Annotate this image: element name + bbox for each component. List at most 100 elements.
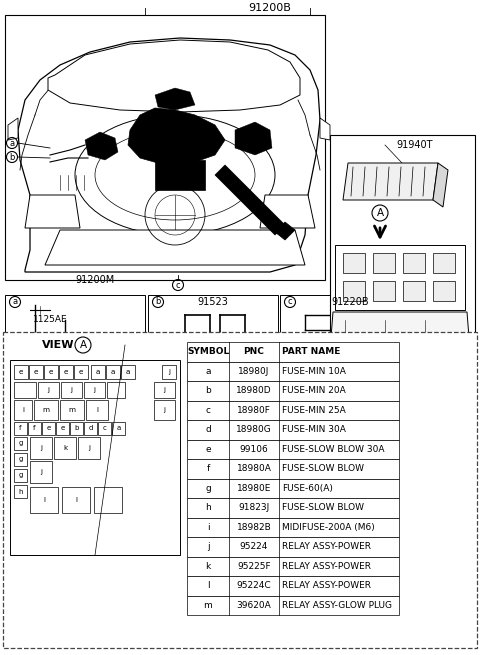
Bar: [155, 160, 205, 190]
Bar: [433, 253, 455, 273]
Text: RELAY ASSY-GLOW PLUG: RELAY ASSY-GLOW PLUG: [282, 601, 392, 610]
Bar: [106, 365, 120, 379]
Text: i: i: [207, 523, 209, 532]
Bar: [5, 295, 145, 350]
Bar: [187, 400, 399, 420]
Text: c: c: [288, 297, 292, 307]
Bar: [112, 422, 125, 435]
Bar: [154, 382, 175, 398]
Bar: [44, 365, 58, 379]
Text: 39620A: 39620A: [237, 601, 271, 610]
Text: e: e: [49, 369, 53, 375]
Text: b: b: [9, 153, 15, 162]
Bar: [187, 517, 399, 537]
Bar: [84, 382, 105, 398]
Text: c: c: [176, 280, 180, 290]
Text: j: j: [48, 387, 49, 393]
Text: 91940T: 91940T: [397, 140, 433, 150]
Bar: [14, 422, 27, 435]
Text: VIEW: VIEW: [42, 340, 74, 350]
Text: MIDIFUSE-200A (M6): MIDIFUSE-200A (M6): [282, 523, 375, 532]
Bar: [187, 459, 399, 479]
Polygon shape: [48, 40, 300, 112]
Text: e: e: [205, 445, 211, 454]
Bar: [30, 437, 52, 459]
Polygon shape: [235, 122, 272, 155]
Text: a: a: [12, 297, 18, 307]
Bar: [78, 437, 100, 459]
Text: A: A: [79, 340, 86, 350]
Bar: [29, 365, 43, 379]
Text: h: h: [18, 489, 23, 495]
Bar: [70, 422, 83, 435]
Text: A: A: [376, 208, 384, 218]
Text: FUSE-SLOW BLOW: FUSE-SLOW BLOW: [282, 464, 364, 474]
Text: g: g: [205, 484, 211, 493]
Text: 91200B: 91200B: [249, 3, 291, 13]
Bar: [121, 365, 135, 379]
Bar: [280, 295, 405, 350]
Bar: [5, 15, 325, 280]
Text: a: a: [96, 369, 100, 375]
Text: PNC: PNC: [243, 347, 264, 356]
Text: k: k: [63, 445, 67, 451]
Text: m: m: [43, 407, 49, 413]
Bar: [60, 400, 84, 420]
Polygon shape: [433, 163, 448, 207]
Polygon shape: [45, 230, 305, 265]
Text: 1125AE: 1125AE: [33, 316, 67, 324]
Text: k: k: [205, 562, 211, 571]
Text: RELAY ASSY-POWER: RELAY ASSY-POWER: [282, 562, 371, 571]
Text: a: a: [126, 369, 130, 375]
Bar: [14, 453, 27, 466]
Text: a: a: [205, 367, 211, 376]
Text: e: e: [34, 369, 38, 375]
Text: l: l: [207, 581, 209, 590]
Bar: [343, 281, 365, 301]
Text: m: m: [204, 601, 212, 610]
Bar: [10, 360, 180, 555]
Bar: [187, 595, 399, 615]
Polygon shape: [85, 132, 118, 160]
Text: h: h: [205, 503, 211, 512]
Bar: [343, 253, 365, 273]
Text: a: a: [116, 426, 120, 432]
Bar: [187, 342, 399, 362]
Text: j: j: [94, 387, 96, 393]
Bar: [335, 245, 465, 310]
Text: j: j: [164, 407, 166, 413]
Bar: [373, 253, 395, 273]
Text: m: m: [69, 407, 75, 413]
Text: FUSE-MIN 10A: FUSE-MIN 10A: [282, 367, 346, 376]
Polygon shape: [330, 312, 470, 350]
Bar: [187, 537, 399, 557]
Polygon shape: [343, 163, 438, 200]
Bar: [162, 365, 176, 379]
Bar: [330, 135, 475, 355]
Bar: [28, 422, 41, 435]
Text: j: j: [40, 445, 42, 451]
Text: b: b: [156, 297, 161, 307]
Bar: [30, 487, 58, 513]
Bar: [187, 557, 399, 576]
Text: b: b: [205, 386, 211, 395]
Text: 91220B: 91220B: [331, 297, 369, 307]
Text: 18980G: 18980G: [236, 425, 272, 434]
Text: f: f: [206, 464, 210, 474]
Polygon shape: [155, 88, 195, 110]
Text: RELAY ASSY-POWER: RELAY ASSY-POWER: [282, 542, 371, 552]
Text: c: c: [103, 426, 107, 432]
Bar: [403, 253, 425, 273]
Polygon shape: [8, 118, 18, 140]
Polygon shape: [260, 195, 315, 228]
Bar: [38, 382, 59, 398]
Text: 91200M: 91200M: [75, 275, 115, 285]
Text: e: e: [19, 369, 23, 375]
Text: j: j: [168, 369, 170, 375]
Text: l: l: [96, 407, 98, 413]
Bar: [187, 381, 399, 400]
Bar: [187, 362, 399, 381]
Text: e: e: [60, 426, 65, 432]
Bar: [91, 365, 105, 379]
Bar: [187, 420, 399, 440]
